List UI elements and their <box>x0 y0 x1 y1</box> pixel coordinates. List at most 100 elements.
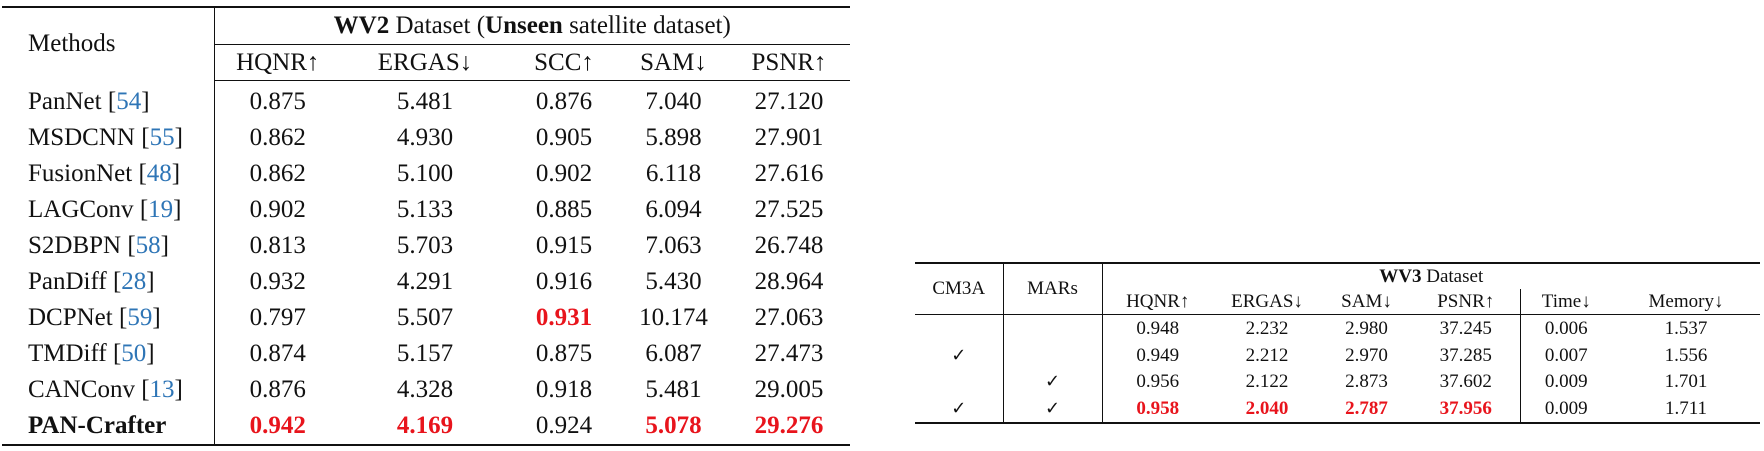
value-cell: 0.875 <box>249 88 306 115</box>
column-header: PSNR↑ <box>1412 289 1521 315</box>
column-header: HQNR↑ <box>1102 289 1213 315</box>
mars-cell: ✓ <box>1003 395 1103 423</box>
value-cell: 1.701 <box>1664 371 1708 393</box>
method-name: S2DBPN <box>28 232 122 259</box>
mars-cell <box>1003 314 1103 343</box>
method-name: FusionNet <box>28 160 133 187</box>
checkmark-icon: ✓ <box>951 397 967 419</box>
value-cell: 26.748 <box>754 232 824 259</box>
value-cell: 0.931 <box>535 304 593 331</box>
value-cell: 0.905 <box>535 124 593 151</box>
citation-link[interactable]: 13 <box>149 376 175 403</box>
value-cell: 2.122 <box>1245 371 1289 393</box>
value-cell: 4.328 <box>396 376 454 403</box>
column-header: HQNR↑ <box>214 44 341 81</box>
value-cell: 5.703 <box>396 232 454 259</box>
value-cell: 0.924 <box>535 412 593 439</box>
value-cell: 37.956 <box>1412 395 1521 423</box>
table-row: S2DBPN [58] 0.813 5.703 0.915 7.063 26.748 <box>2 228 850 264</box>
value-cell: 0.958 <box>1136 397 1180 419</box>
value-cell: 0.949 <box>1136 344 1180 366</box>
mars-header: MARs <box>1003 263 1103 315</box>
table-row: FusionNet [48] 0.862 5.100 0.902 6.118 27.616 <box>2 156 850 192</box>
method-name: TMDiff <box>28 340 107 367</box>
value-cell: 2.787 <box>1345 397 1388 419</box>
value-cell: 27.063 <box>754 304 824 331</box>
citation-link[interactable]: 48 <box>146 160 172 187</box>
column-header: Memory↓ <box>1612 289 1760 315</box>
value-cell: 0.902 <box>249 196 306 223</box>
mars-cell <box>1003 342 1103 369</box>
method-cell: LAGConv [19] <box>2 192 215 228</box>
column-header: Time↓ <box>1520 289 1612 315</box>
value-cell: 2.212 <box>1245 344 1289 366</box>
value-cell: 0.006 <box>1544 318 1588 340</box>
value-cell: 0.876 <box>249 376 306 403</box>
method-name: CANConv <box>28 376 135 403</box>
value-cell: 4.169 <box>396 412 454 439</box>
table-row: CANConv [13] 0.876 4.328 0.918 5.481 29.005 <box>2 372 850 408</box>
table-row: PAN-Crafter 0.942 4.169 0.924 5.078 29.276 <box>2 408 850 445</box>
value-cell: 6.094 <box>645 196 702 223</box>
cm3a-cell <box>915 369 1004 396</box>
value-cell: 5.100 <box>396 160 454 187</box>
citation-link[interactable]: 28 <box>121 268 147 295</box>
citation-link[interactable]: 59 <box>127 304 153 331</box>
value-cell: 0.876 <box>535 88 593 115</box>
method-name: DCPNet <box>28 304 113 331</box>
checkmark-icon: ✓ <box>951 344 967 366</box>
column-header: ERGAS↓ <box>1213 289 1321 315</box>
value-cell: 5.898 <box>645 124 702 151</box>
value-cell: 0.942 <box>249 412 306 439</box>
method-name: LAGConv <box>28 196 134 223</box>
value-cell: 1.556 <box>1664 344 1708 366</box>
value-cell: 0.007 <box>1544 344 1588 366</box>
value-cell: 0.797 <box>249 304 306 331</box>
value-cell: 10.174 <box>639 304 708 331</box>
method-name: PanDiff <box>28 268 107 295</box>
wv2-results-table: Methods WV2 Dataset (Unseen satellite da… <box>2 6 850 446</box>
value-cell: 0.948 <box>1136 318 1180 340</box>
value-cell: 0.862 <box>249 124 306 151</box>
table-row: LAGConv [19] 0.902 5.133 0.885 6.094 27.525 <box>2 192 850 228</box>
value-cell: 37.285 <box>1412 342 1521 369</box>
value-cell: 0.885 <box>535 196 593 223</box>
method-cell: PanNet [54] <box>2 80 215 120</box>
table-row: MSDCNN [55] 0.862 4.930 0.905 5.898 27.901 <box>2 120 850 156</box>
method-cell: MSDCNN [55] <box>2 120 215 156</box>
cm3a-cell: ✓ <box>915 395 1004 423</box>
citation-link[interactable]: 54 <box>116 87 142 115</box>
citation-link[interactable]: 50 <box>121 340 147 367</box>
method-name: PanNet <box>28 87 102 115</box>
table-row: 0.948 2.232 2.980 37.245 0.006 1.537 <box>915 314 1760 343</box>
table-row: PanNet [54] 0.875 5.481 0.876 7.040 27.120 <box>2 80 850 120</box>
value-cell: 28.964 <box>754 268 824 295</box>
wv3-group-header: WV3 Dataset <box>1379 265 1484 287</box>
column-header: ERGAS↓ <box>341 44 509 81</box>
column-header: SCC↑ <box>509 44 619 81</box>
methods-header: Methods <box>2 7 215 81</box>
citation-link[interactable]: 55 <box>149 124 175 151</box>
value-cell: 5.157 <box>396 340 454 367</box>
value-cell: 6.118 <box>645 160 702 187</box>
value-cell: 0.874 <box>249 340 306 367</box>
value-cell: 0.875 <box>535 340 593 367</box>
cm3a-cell: ✓ <box>915 342 1004 369</box>
value-cell: 29.276 <box>754 412 824 439</box>
value-cell: 0.813 <box>249 232 306 259</box>
citation-link[interactable]: 19 <box>148 196 174 223</box>
checkmark-icon: ✓ <box>1044 371 1061 393</box>
value-cell: 5.507 <box>396 304 454 331</box>
value-cell: 27.473 <box>754 340 824 367</box>
value-cell: 27.120 <box>754 88 824 115</box>
value-cell: 27.525 <box>754 196 824 223</box>
checkmark-icon: ✓ <box>1044 397 1061 419</box>
value-cell: 2.232 <box>1245 318 1289 340</box>
value-cell: 27.616 <box>754 160 824 187</box>
value-cell: 29.005 <box>754 376 824 403</box>
method-cell: PanDiff [28] <box>2 264 215 300</box>
value-cell: 27.901 <box>754 124 824 151</box>
method-cell: DCPNet [59] <box>2 300 215 336</box>
citation-link[interactable]: 58 <box>135 232 161 259</box>
table-row: DCPNet [59] 0.797 5.507 0.931 10.174 27.063 <box>2 300 850 336</box>
